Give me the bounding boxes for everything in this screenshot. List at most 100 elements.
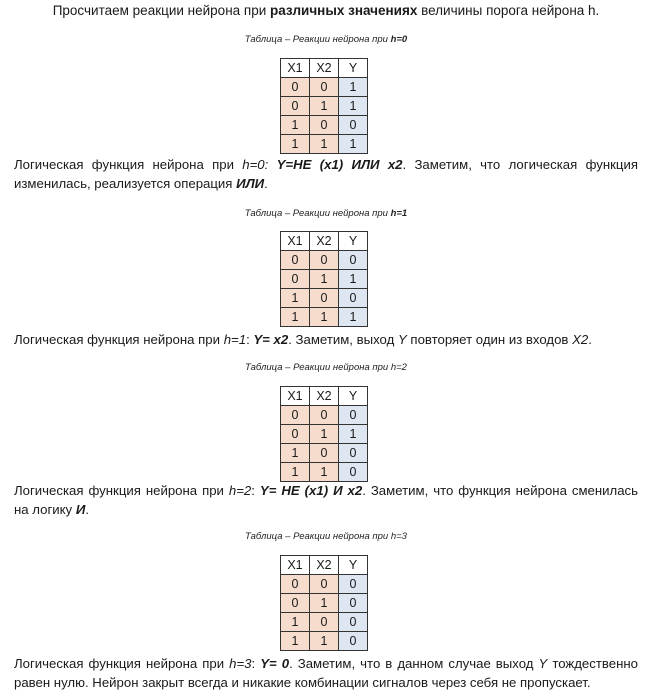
table-caption-h1: Таблица – Реакции нейрона при h=1 bbox=[0, 208, 652, 219]
input-cell: 0 bbox=[280, 96, 310, 116]
input-cell: 1 bbox=[309, 134, 339, 154]
text-run: Просчитаем реакции нейрона при bbox=[52, 3, 271, 18]
column-header: X1 bbox=[280, 58, 310, 78]
table-header-row: X1 X2 Y bbox=[280, 555, 368, 575]
input-cell: 1 bbox=[309, 424, 339, 444]
input-cell: 0 bbox=[280, 77, 310, 97]
text-run: . Заметим, что функция нейрона сменилась… bbox=[14, 483, 639, 517]
text-run: Y=НЕ (x1) ИЛИ x2 bbox=[276, 157, 403, 172]
output-cell: 1 bbox=[338, 269, 368, 289]
text-run: h=2 bbox=[228, 483, 252, 498]
column-header: X1 bbox=[280, 555, 310, 575]
paragraph-h2: Логическая функция нейрона при h=2: Y= Н… bbox=[14, 481, 638, 519]
output-cell: 0 bbox=[338, 462, 368, 482]
text-run: . Заметим, что логическая функция измени… bbox=[14, 157, 638, 191]
input-cell: 0 bbox=[309, 443, 339, 463]
column-header: X2 bbox=[309, 231, 339, 251]
text-run: h=1 bbox=[223, 332, 247, 347]
text-run: h=1 bbox=[390, 208, 408, 219]
text-run: h=3 bbox=[229, 656, 252, 671]
output-cell: 0 bbox=[338, 250, 368, 270]
column-header: X1 bbox=[280, 386, 310, 406]
output-cell: 1 bbox=[338, 96, 368, 116]
text-run: Таблица – Реакции нейрона при bbox=[245, 531, 391, 542]
input-cell: 0 bbox=[309, 574, 339, 594]
paragraph-h3: Логическая функция нейрона при h=3: Y= 0… bbox=[14, 654, 638, 692]
text-run: Таблица – Реакции нейрона при bbox=[244, 208, 391, 219]
intro-text: Просчитаем реакции нейрона при различных… bbox=[0, 3, 652, 18]
text-run: Y= x2 bbox=[253, 332, 289, 347]
output-cell: 1 bbox=[338, 307, 368, 327]
output-cell: 1 bbox=[338, 424, 368, 444]
table-caption-h0: Таблица – Реакции нейрона при h=0 bbox=[0, 34, 652, 45]
column-header: Y bbox=[338, 58, 368, 78]
text-run: ИЛИ bbox=[236, 176, 265, 191]
column-header: Y bbox=[338, 386, 368, 406]
output-cell: 0 bbox=[338, 115, 368, 135]
output-cell: 0 bbox=[338, 288, 368, 308]
text-run: Y= x2 bbox=[253, 332, 288, 347]
column-header: X2 bbox=[309, 58, 339, 78]
text-run: Логическая функция нейрона при bbox=[14, 656, 230, 671]
input-cell: 0 bbox=[280, 269, 310, 289]
output-cell: 0 bbox=[338, 574, 368, 594]
input-cell: 0 bbox=[280, 574, 310, 594]
text-run: : bbox=[246, 332, 254, 347]
column-header: X2 bbox=[309, 555, 339, 575]
input-cell: 0 bbox=[280, 405, 310, 425]
input-cell: 0 bbox=[309, 115, 339, 135]
text-run: h=0 bbox=[390, 34, 408, 45]
output-cell: 1 bbox=[338, 77, 368, 97]
column-header: X2 bbox=[309, 386, 339, 406]
text-run: . bbox=[264, 176, 268, 191]
table-caption-h2: Таблица – Реакции нейрона при h=2 bbox=[0, 362, 652, 373]
paragraph-h1: Логическая функция нейрона при h=1: Y= x… bbox=[14, 330, 638, 349]
text-run: . bbox=[588, 332, 592, 347]
text-run: повторяет один из входов bbox=[406, 332, 573, 347]
text-run: Y= НЕ (x1) И x2 bbox=[260, 483, 362, 498]
output-cell: 0 bbox=[338, 443, 368, 463]
text-run: Логическая функция нейрона при bbox=[14, 157, 243, 172]
text-run: X2 bbox=[572, 332, 589, 347]
text-run: . Заметим, выход bbox=[288, 332, 398, 347]
text-run: Таблица – Реакции нейрона при bbox=[245, 362, 391, 373]
table-header-row: X1 X2 Y bbox=[280, 231, 368, 251]
paragraph-h0: Логическая функция нейрона при h=0: Y=НЕ… bbox=[14, 155, 638, 193]
input-cell: 1 bbox=[280, 443, 310, 463]
input-cell: 1 bbox=[309, 307, 339, 327]
text-run: Y= 0 bbox=[260, 656, 289, 671]
input-cell: 1 bbox=[280, 288, 310, 308]
text-run: : bbox=[251, 483, 260, 498]
input-cell: 0 bbox=[309, 405, 339, 425]
column-header: X1 bbox=[280, 231, 310, 251]
text-run: Y= 0 bbox=[260, 656, 290, 671]
text-run: ИЛИ bbox=[236, 176, 264, 191]
input-cell: 0 bbox=[280, 593, 310, 613]
output-cell: 0 bbox=[338, 405, 368, 425]
input-cell: 0 bbox=[280, 424, 310, 444]
output-cell: 0 bbox=[338, 593, 368, 613]
input-cell: 1 bbox=[280, 115, 310, 135]
column-header: Y bbox=[338, 231, 368, 251]
text-run: тождественно равен нулю. Нейрон закрыт в… bbox=[14, 656, 638, 690]
text-run: Y=НЕ (x1) ИЛИ x2 bbox=[277, 157, 403, 172]
intro-bold: различных значениях bbox=[270, 3, 418, 18]
input-cell: 1 bbox=[309, 96, 339, 116]
text-run: И bbox=[76, 502, 86, 517]
text-run bbox=[268, 157, 276, 172]
table-caption-h3: Таблица – Реакции нейрона при h=3 bbox=[0, 531, 652, 542]
input-cell: 1 bbox=[309, 593, 339, 613]
text-run: Логическая функция нейрона при bbox=[14, 483, 229, 498]
